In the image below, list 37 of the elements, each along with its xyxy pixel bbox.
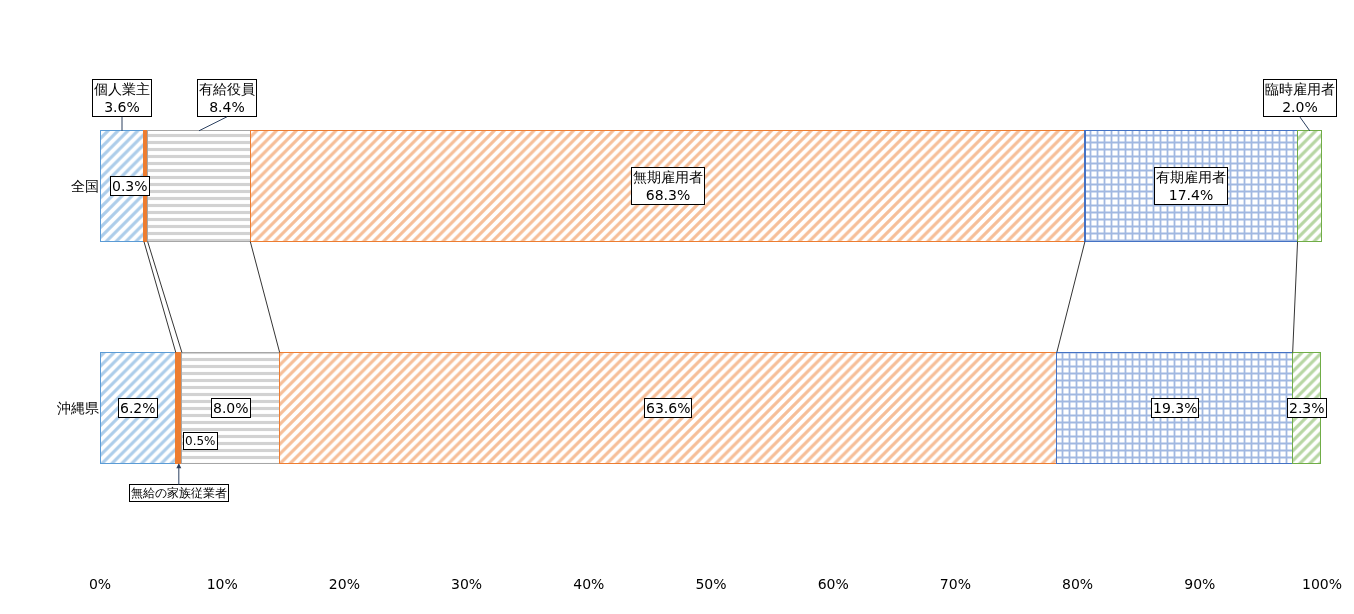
data-label: 68.3% <box>645 187 691 204</box>
data-label: 63.6% <box>646 400 691 416</box>
y-tick-label: 全国 <box>71 178 99 195</box>
bar <box>279 351 1058 464</box>
x-tick-label: 60% <box>817 576 849 592</box>
bar <box>147 130 251 243</box>
bar <box>100 351 177 464</box>
x-tick-label: 10% <box>206 576 238 592</box>
data-label: 8.0% <box>213 400 249 416</box>
y-tick-label: 沖縄県 <box>57 399 99 416</box>
data-label: 2.0% <box>1282 99 1318 116</box>
text: 個人業主 <box>94 81 150 97</box>
x-tick-label: 90% <box>1184 576 1216 592</box>
x-tick-label: 100% <box>1301 576 1343 592</box>
x-tick-label: 0% <box>88 576 112 592</box>
data-label: 0.3% <box>112 178 148 194</box>
data-label: 6.2% <box>120 400 156 416</box>
data-label: 8.4% <box>209 99 245 116</box>
data-label: 3.6% <box>104 99 140 116</box>
series-label: 無期雇用者 <box>633 169 703 185</box>
x-tick-label: 30% <box>451 576 483 592</box>
series-label: 有期雇用者 <box>1156 169 1226 185</box>
text: 有給役員 <box>199 81 255 97</box>
data-label: 19.3% <box>1153 400 1198 416</box>
text: 臨時雇用者 <box>1265 81 1335 97</box>
x-tick-label: 70% <box>939 576 971 592</box>
x-tick-label: 80% <box>1062 576 1094 592</box>
bar <box>1296 130 1322 243</box>
bar <box>249 130 1086 243</box>
data-label: 2.3% <box>1289 400 1325 416</box>
x-tick-label: 40% <box>573 576 605 592</box>
x-tick-label: 20% <box>328 576 360 592</box>
text: 無給の家族従業者 <box>131 486 227 500</box>
x-tick-label: 50% <box>695 576 727 592</box>
data-label: 0.5% <box>185 434 216 448</box>
bar <box>1084 130 1299 243</box>
data-label: 17.4% <box>1168 187 1214 204</box>
